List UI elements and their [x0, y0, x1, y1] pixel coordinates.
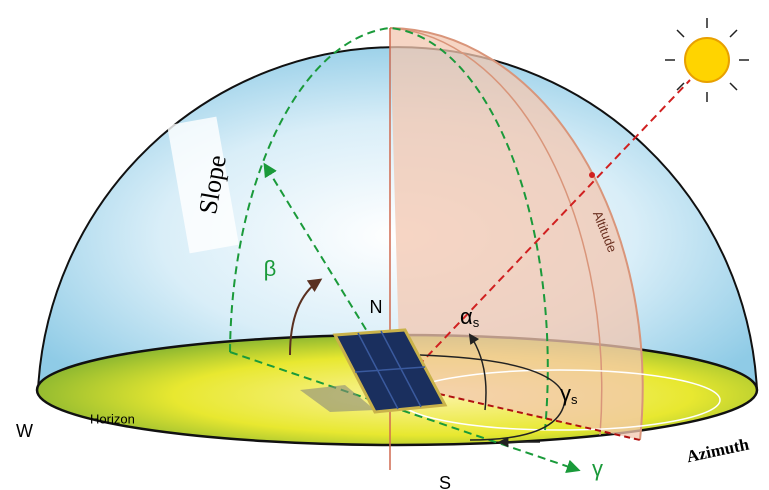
gamma-arrow	[229, 351, 581, 474]
altitude-arc-inner	[389, 27, 603, 436]
slope-box	[167, 116, 239, 254]
altitude-arc	[389, 27, 644, 441]
north-label: N	[370, 297, 383, 317]
gamma-label: γ	[592, 456, 603, 481]
south-label: S	[439, 473, 451, 490]
west-label: W	[16, 421, 33, 441]
altitude-band	[390, 28, 643, 440]
panel-shadow	[300, 385, 375, 412]
beta-label: β	[264, 256, 277, 281]
alpha-label: αs	[460, 304, 480, 331]
gamma-s-arc	[419, 354, 566, 441]
sun-ray	[399, 79, 691, 386]
sun	[665, 18, 749, 102]
slope-circle	[229, 26, 549, 431]
panel-cells	[354, 330, 426, 410]
ray-point	[589, 172, 595, 178]
horizon-label: Horizon	[90, 411, 135, 426]
gamma-s-label: γs	[560, 381, 578, 408]
azimuth-label: Azimuth	[685, 434, 751, 466]
alpha-arrow	[468, 333, 487, 411]
beta-arrow	[289, 278, 323, 356]
